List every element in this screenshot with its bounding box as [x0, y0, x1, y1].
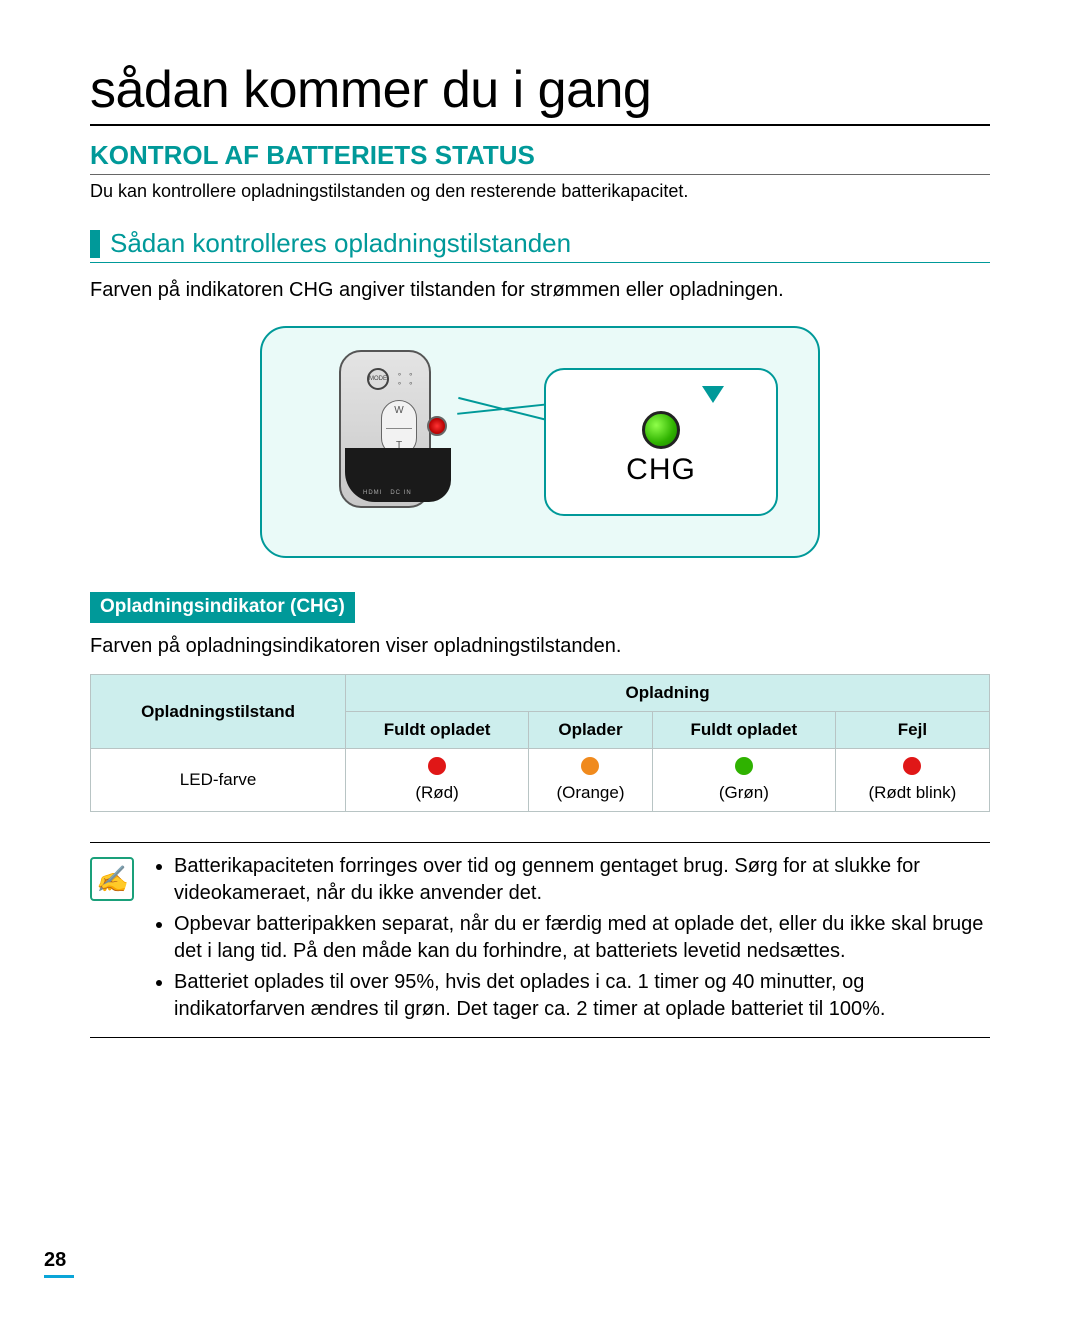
- figure-box: MODE ∘ ∘∘ ∘ WT HDMI DC IN CHG: [260, 326, 820, 558]
- page-title: sådan kommer du i gang: [90, 60, 990, 126]
- table-col-header: Oplader: [529, 712, 653, 749]
- record-button-icon: [427, 416, 447, 436]
- note-item: Opbevar batteripakken separat, når du er…: [174, 911, 990, 965]
- chg-led-icon: [642, 411, 680, 449]
- section-intro: Du kan kontrollere opladningstilstanden …: [90, 181, 990, 202]
- note-item: Batterikapaciteten forringes over tid og…: [174, 853, 990, 907]
- table-group-header: Opladning: [346, 675, 990, 712]
- callout-box: CHG: [544, 368, 778, 516]
- led-dot-icon: [581, 757, 599, 775]
- accent-bar: [90, 230, 100, 258]
- led-color-label: (Rødt blink): [868, 783, 956, 802]
- indicator-dots-icon: ∘ ∘∘ ∘: [397, 370, 415, 388]
- table-row-header: Opladningstilstand: [91, 675, 346, 749]
- subsection-body: Farven på indikatoren CHG angiver tilsta…: [90, 277, 990, 304]
- table-cell: (Orange): [529, 749, 653, 812]
- page-number: 28: [44, 1249, 74, 1278]
- note-list: Batterikapaciteten forringes over tid og…: [152, 853, 990, 1027]
- device-illustration: MODE ∘ ∘∘ ∘ WT HDMI DC IN: [327, 350, 457, 530]
- note-block: ✍ Batterikapaciteten forringes over tid …: [90, 842, 990, 1038]
- note-icon: ✍: [90, 857, 134, 901]
- table-col-header: Fejl: [835, 712, 989, 749]
- led-color-label: (Rød): [415, 783, 458, 802]
- indicator-pill-heading: Opladningsindikator (CHG): [90, 592, 355, 623]
- indicator-desc: Farven på opladningsindikatoren viser op…: [90, 633, 990, 660]
- led-color-label: (Grøn): [719, 783, 769, 802]
- subsection-title: Sådan kontrolleres opladningstilstanden: [110, 228, 571, 259]
- callout-line-icon: [458, 397, 548, 421]
- section-heading: KONTROL AF BATTERIETS STATUS: [90, 140, 990, 175]
- table-row-label: LED-farve: [91, 749, 346, 812]
- figure: MODE ∘ ∘∘ ∘ WT HDMI DC IN CHG: [90, 326, 990, 558]
- led-dot-icon: [428, 757, 446, 775]
- arrow-down-icon: [702, 386, 724, 403]
- led-dot-icon: [903, 757, 921, 775]
- chg-label: CHG: [626, 453, 696, 487]
- mode-dial-icon: MODE: [367, 368, 389, 390]
- table-cell: (Rød): [346, 749, 529, 812]
- manual-page: sådan kommer du i gang KONTROL AF BATTER…: [0, 0, 1080, 1328]
- table-cell: (Grøn): [652, 749, 835, 812]
- led-status-table: Opladningstilstand Opladning Fuldt oplad…: [90, 674, 990, 812]
- note-item: Batteriet oplades til over 95%, hvis det…: [174, 969, 990, 1023]
- table-col-header: Fuldt opladet: [346, 712, 529, 749]
- led-dot-icon: [735, 757, 753, 775]
- table-col-header: Fuldt opladet: [652, 712, 835, 749]
- led-color-label: (Orange): [556, 783, 624, 802]
- table-cell: (Rødt blink): [835, 749, 989, 812]
- subsection-header: Sådan kontrolleres opladningstilstanden: [90, 228, 990, 263]
